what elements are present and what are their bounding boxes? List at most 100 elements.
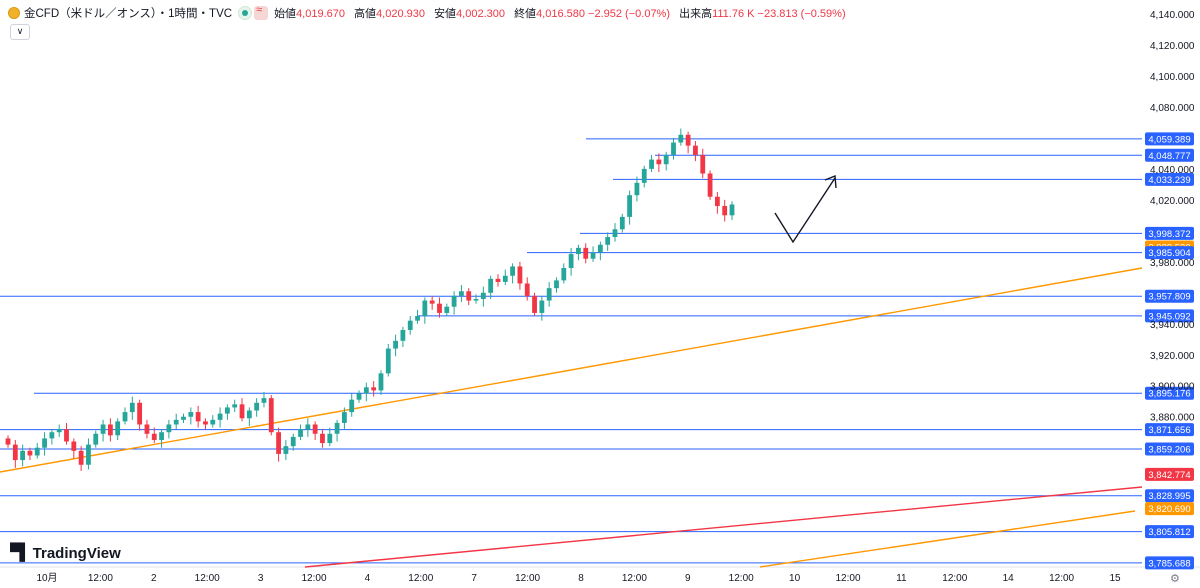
candle-body [576,247,581,255]
candle-body [254,402,260,411]
settings-gear-icon[interactable]: ⚙ [1170,573,1180,585]
candle-body [437,303,442,313]
price-tag-label: 4,048.777 [1148,151,1190,162]
candle-body [27,450,33,456]
symbol-title[interactable]: 金CFD（米ドル／オンス）・1時間・TVC [24,8,233,20]
candle-body [714,196,720,207]
forecast-path[interactable] [774,177,836,244]
y-tick-label: 3,880.000 [1150,413,1195,424]
candle-body [590,252,596,259]
candle-body [166,424,172,433]
candle-body [707,173,713,197]
candle-body [378,373,384,391]
price-tag-label: 3,871.656 [1148,425,1190,436]
candle-body [656,159,662,165]
y-tick-label: 4,140.000 [1150,10,1195,21]
low-value: 4,002.300 [456,8,505,20]
x-tick-label: 2 [151,573,157,584]
y-tick-label: 3,940.000 [1150,320,1195,331]
data-delay-icon[interactable] [254,4,269,20]
price-tag [1145,132,1194,146]
candle-body [320,433,325,444]
candle-body [137,402,143,425]
price-tag-label: 3,828.995 [1148,491,1190,502]
candle-body [173,419,179,425]
candle-body [217,413,223,420]
candle-body [64,429,69,442]
candle-body [597,244,603,253]
candle-body [561,268,567,281]
candle-body [42,438,47,448]
x-tick-label: 12:00 [835,573,860,584]
candle-body [641,168,647,183]
price-tag [1145,556,1194,570]
low-label: 安値 [434,8,457,20]
candle-body [203,421,208,425]
lower-trend-line[interactable] [759,510,1136,568]
tradingview-logo[interactable]: ▀▌ TradingView [10,544,121,562]
candle-body [649,159,654,169]
x-tick-label: 11 [896,573,907,584]
candle-body [605,237,611,245]
price-tag [1145,525,1194,539]
candle-body [224,407,230,414]
x-tick-label: 10 [789,573,801,584]
candle-body [327,433,333,444]
candle-body [56,429,62,433]
candle-body [663,154,669,165]
volume-value: 111.76 K −23.813 (−0.59%) [712,8,846,20]
candle-body [524,283,530,296]
y-tick-label: 4,080.000 [1150,103,1195,114]
close-label: 終値 [514,8,537,20]
candle-body [517,266,523,284]
candle-body [700,154,706,174]
price-tag [1145,148,1194,162]
price-tag-label: 3,945.092 [1148,311,1190,322]
x-tick-label: 12:00 [301,573,326,584]
candle-body [546,288,552,301]
candle-body [195,412,201,422]
market-open-icon[interactable] [238,6,253,20]
candle-body [342,412,347,423]
candle-body [151,433,157,440]
ohlc-values: 始値4,019.670 高値4,020.930 安値4,002.300 終値4,… [274,5,852,21]
y-tick-label: 4,020.000 [1150,196,1195,207]
x-tick-label: 15 [1109,573,1121,584]
candle-body [612,229,618,238]
price-tag [1145,442,1194,456]
y-tick-label: 4,120.000 [1150,41,1195,52]
candle-body [144,424,150,434]
collapse-legend-button[interactable]: ∨ [10,24,30,40]
y-tick-label: 4,100.000 [1150,72,1195,83]
candle-body [363,387,369,394]
chevron-down-icon: ∨ [16,26,24,36]
price-tag-label: 3,859.206 [1148,444,1190,455]
candle-body [93,433,99,445]
candle-body [86,444,91,465]
price-tag [1145,226,1194,240]
y-tick-label: 4,040.000 [1150,165,1195,176]
red-trend-line[interactable] [304,486,1143,568]
price-tag [1145,423,1194,437]
plot-area[interactable] [0,0,1142,567]
candle-body [71,441,77,451]
x-tick-label: 3 [258,573,264,584]
price-tag [1145,502,1194,516]
candle-body [268,398,274,433]
candle-body [239,404,245,419]
candle-body [159,432,164,440]
x-tick-label: 8 [578,573,584,584]
price-tag-label: 3,957.809 [1148,292,1190,303]
candle-body [480,292,486,299]
candle-body [34,447,40,456]
candle-body [356,393,362,400]
candle-body [444,306,450,313]
candle-body [459,291,464,296]
candle-body [407,320,413,330]
candle-body [122,412,128,422]
candle-body [722,206,728,216]
candle-body [495,278,501,282]
candle-body [502,275,508,282]
upper-trend-line[interactable] [0,267,1143,473]
